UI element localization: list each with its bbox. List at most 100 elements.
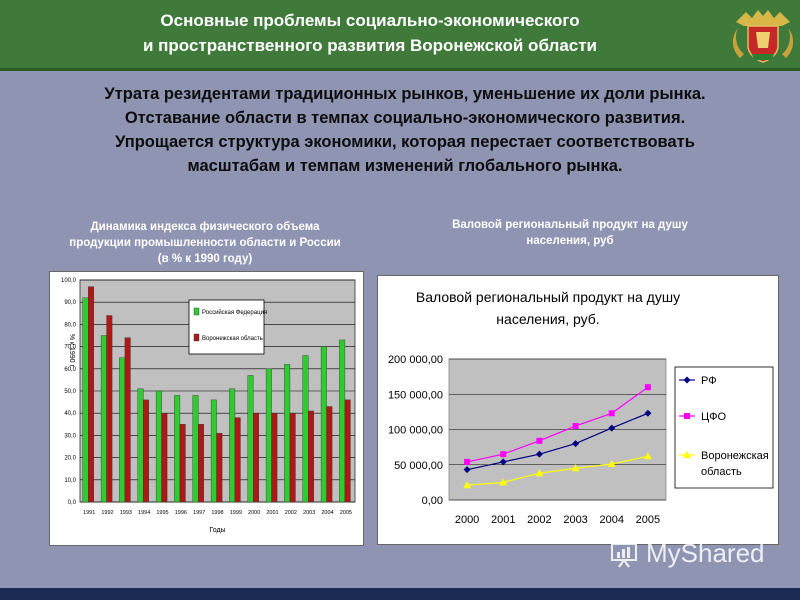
bar-y-tick-label: 80,0 xyxy=(64,322,76,328)
line-x-tick-label: 2002 xyxy=(527,514,551,526)
bar-legend-swatch xyxy=(193,307,200,316)
line-x-tick-label: 2000 xyxy=(455,514,479,526)
line-x-tick-label: 2004 xyxy=(600,514,624,526)
bar-vo xyxy=(161,412,168,503)
line-y-tick-label: 200 000,00 xyxy=(388,354,443,366)
bar-y-tick-label: 60,0 xyxy=(64,367,76,373)
line-chart-title-1: Валовой региональный продукт на душу xyxy=(416,289,680,305)
line-y-tick-label: 0,00 xyxy=(422,495,443,507)
line-point xyxy=(607,460,616,468)
main-text-line-4: масштабам и темпам изменений глобального… xyxy=(187,157,623,175)
bar-y-tick-label: 20,0 xyxy=(64,456,76,462)
header-bar: Основные проблемы социально-экономическо… xyxy=(0,0,800,71)
right-caption-line-2: населения, руб xyxy=(526,235,614,247)
bar-vo xyxy=(344,399,351,503)
coat-of-arms-icon xyxy=(732,10,794,63)
line-point xyxy=(608,424,616,432)
title-line-1: Основные проблемы социально-экономическо… xyxy=(160,11,580,30)
line-point xyxy=(572,440,580,448)
bar-x-tick-label: 1993 xyxy=(120,510,132,516)
left-caption-line-2: продукции промышленности области и Росси… xyxy=(69,237,341,249)
line-point xyxy=(644,384,651,391)
bar-rf xyxy=(82,297,89,503)
bar-vo xyxy=(106,315,113,503)
right-caption-line-1: Валовой региональный продукт на душу xyxy=(452,219,688,231)
watermark-text: MyShared xyxy=(646,538,765,568)
line-x-tick-label: 2001 xyxy=(491,514,515,526)
line-point xyxy=(535,450,543,458)
line-series-0 xyxy=(466,412,649,471)
main-text-line-2: Отставание области в темпах социально-эк… xyxy=(124,109,686,127)
bar-x-tick-label: 2000 xyxy=(248,510,260,516)
bar-rf xyxy=(302,355,309,503)
bar-legend-label: Российская Федерация xyxy=(202,309,267,316)
right-chart-caption: Валовой региональный продукт на душу нас… xyxy=(420,217,720,249)
bar-vo xyxy=(179,424,186,503)
bar-x-tick-label: 2003 xyxy=(303,510,315,516)
title-line-2: и пространственного развития Воронежской… xyxy=(142,36,598,55)
left-chart-caption: Динамика индекса физического объема прод… xyxy=(40,219,370,267)
line-x-tick-label: 2005 xyxy=(636,514,660,526)
bar-rf xyxy=(210,399,217,503)
bar-vo xyxy=(216,432,223,503)
bar-vo xyxy=(308,410,314,503)
bar-vo xyxy=(234,417,241,503)
bar-x-tick-label: 1996 xyxy=(175,510,187,516)
bar-x-tick-label: 2001 xyxy=(266,510,278,516)
bar-vo xyxy=(198,424,204,503)
bar-chart-panel: 0,0 10,0 20,0 30,0 40,0 50,0 60,0 70,0 80,0 90,0 1… xyxy=(49,271,364,546)
line-y-tick-label: 100 000,00 xyxy=(388,425,443,437)
line-point xyxy=(464,458,471,465)
bar-x-tick-label: 1991 xyxy=(83,510,95,516)
line-point xyxy=(500,451,507,458)
bar-y-tick-label: 90,0 xyxy=(64,300,76,306)
bar-rf xyxy=(155,390,162,503)
bar-y-tick-label: 100,0 xyxy=(61,278,77,284)
bar-rf xyxy=(119,357,126,503)
bar-legend-box xyxy=(188,299,265,355)
bar-rf xyxy=(174,395,181,503)
bar-vo xyxy=(88,286,94,503)
bar-y-tick-label: 0,0 xyxy=(68,500,77,506)
line-point xyxy=(463,466,471,474)
bar-x-tick-label: 2005 xyxy=(340,510,352,516)
bar-y-tick-label: 40,0 xyxy=(64,411,76,417)
bar-x-tick-label: 1999 xyxy=(230,510,242,516)
bar-vo xyxy=(271,412,278,503)
line-point xyxy=(572,422,579,429)
bar-rf xyxy=(247,375,254,503)
presentation-icon xyxy=(611,543,637,568)
line-chart-panel: Валовой региональный продукт на душу насе… xyxy=(377,275,779,545)
bar-y-tick-label: 70,0 xyxy=(64,345,76,351)
line-legend-label: ЦФО xyxy=(701,411,727,423)
footer-bar xyxy=(0,588,800,600)
main-text-line-3: Упрощается структура экономики, которая … xyxy=(115,133,695,151)
bar-x-tick-label: 1997 xyxy=(193,510,205,516)
bar-rf xyxy=(192,395,199,503)
line-point xyxy=(643,452,652,460)
bar-y-axis-label: % к 1990 г. xyxy=(68,334,75,368)
bar-vo xyxy=(289,412,296,503)
bar-rf xyxy=(284,364,291,503)
line-legend-label: область xyxy=(701,466,742,478)
bar-legend-swatch xyxy=(193,333,200,342)
bar-rf xyxy=(339,339,346,503)
line-point xyxy=(535,469,544,477)
bar-rf xyxy=(265,368,272,503)
bar-vo xyxy=(124,337,131,503)
line-legend-marker xyxy=(684,413,690,419)
main-text-line-1: Утрата резидентами традиционных рынков, … xyxy=(104,85,706,103)
bar-x-tick-label: 1995 xyxy=(156,510,168,516)
bar-rf xyxy=(100,335,107,503)
bar-x-tick-label: 1992 xyxy=(101,510,113,516)
line-chart: Валовой региональный продукт на душу насе… xyxy=(388,289,774,526)
bar-x-tick-label: 1994 xyxy=(138,510,150,516)
left-caption-line-3: (в % к 1990 году) xyxy=(157,253,253,265)
line-legend-label: РФ xyxy=(701,375,717,387)
line-chart-title-2: населения, руб. xyxy=(496,311,599,327)
line-point xyxy=(608,410,615,417)
watermark: MyShared xyxy=(610,538,765,569)
bar-rf xyxy=(137,388,144,503)
line-legend-box xyxy=(674,366,774,489)
bar-chart: 0,0 10,0 20,0 30,0 40,0 50,0 60,0 70,0 80,0 90,0 1… xyxy=(61,278,356,534)
